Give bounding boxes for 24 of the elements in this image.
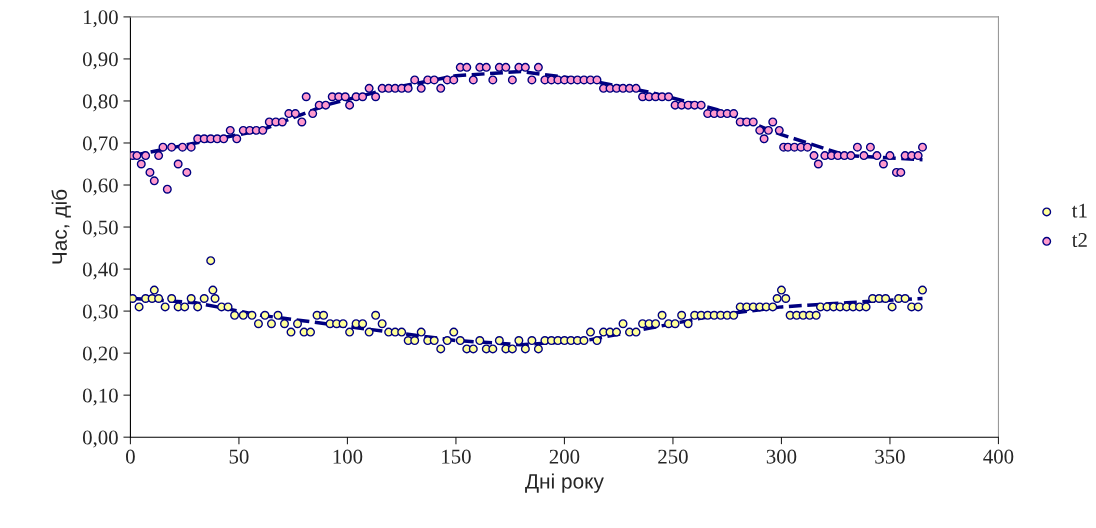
- y-tick-label: 0,50: [82, 220, 118, 238]
- x-tick-label: 300: [766, 449, 797, 464]
- y-tick-label: 0,70: [82, 136, 118, 154]
- x-tick-label: 350: [875, 449, 905, 464]
- y-tick-label: 0,00: [82, 430, 118, 448]
- x-tick-label: 150: [442, 449, 471, 464]
- legend-label: t1: [1071, 203, 1087, 218]
- y-tick-label: 0,40: [82, 262, 118, 280]
- y-tick-label: 0,10: [82, 388, 118, 406]
- x-axis-title: Дні року: [525, 473, 604, 493]
- legend-label: t2: [1071, 233, 1087, 248]
- x-tick-label: 0: [126, 449, 135, 464]
- y-tick-label: 1,00: [83, 10, 118, 28]
- x-tick-label: 250: [658, 449, 688, 464]
- y-tick-label: 0,20: [82, 346, 118, 364]
- y-axis-title: Час, діб: [51, 189, 71, 264]
- x-tick-label: 50: [229, 449, 249, 464]
- y-tick-label: 0,90: [82, 52, 118, 70]
- y-tick-label: 0,80: [82, 94, 118, 112]
- x-tick-label: 400: [983, 449, 1014, 464]
- y-tick-label: 0,30: [82, 304, 118, 322]
- y-tick-label: 0,60: [82, 178, 118, 196]
- x-tick-label: 200: [549, 449, 580, 464]
- x-tick-label: 100: [333, 449, 363, 464]
